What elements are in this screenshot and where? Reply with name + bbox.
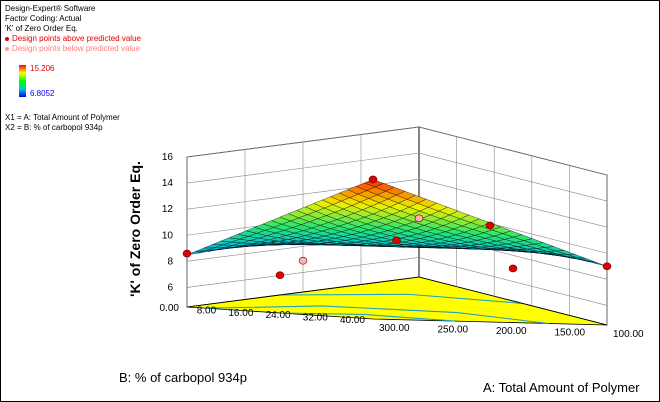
z-gridline: [186, 257, 608, 306]
z-tick-label: 8: [167, 256, 173, 267]
floor-contour-2: [279, 312, 455, 322]
legend-below: Design points below predicted value: [5, 44, 175, 54]
x-tick-label: 100.00: [613, 329, 644, 340]
floor-contour-3: [279, 293, 523, 304]
dot-icon: [5, 37, 9, 41]
z-gridline: [186, 178, 608, 228]
y-tick-label: 32.00: [303, 313, 328, 324]
legend-above: Design points above predicted value: [5, 34, 175, 44]
color-scale-bar: [19, 65, 26, 97]
y-tick-label: 16.00: [228, 308, 253, 319]
z-gridline: [186, 152, 608, 202]
factor-coding: Factor Coding: Actual: [5, 14, 82, 23]
z-axis-title: 'K' of Zero Order Eq.: [127, 161, 143, 297]
design-point: [368, 175, 378, 184]
design-point: [275, 271, 285, 279]
y-axis-title: B: % of carbopol 934p: [119, 370, 247, 385]
x-tick-label: 300.00: [379, 323, 410, 334]
z-gridline: [186, 126, 608, 176]
y-tick-label: 40.00: [340, 315, 365, 326]
z-tick-label: 16: [162, 152, 174, 163]
y-tick-label: 24.00: [266, 310, 291, 321]
legend-block: Design-Expert® Software Factor Coding: A…: [5, 4, 175, 54]
design-point: [182, 249, 192, 258]
design-point: [485, 221, 495, 230]
legend-below-label: Design points below predicted value: [12, 44, 141, 53]
color-scale-max: 15.206: [30, 64, 55, 73]
factor-x1-label: X1 = A: Total Amount of Polymer: [5, 113, 120, 122]
floor-contour-1: [205, 305, 549, 325]
x-axis-title: A: Total Amount of Polymer: [483, 380, 640, 395]
z-tick-label: 14: [162, 178, 174, 189]
y-tick-label: 8.00: [197, 305, 217, 316]
z-tick-label: 6: [167, 282, 173, 293]
factor-x2-label: X2 = B: % of carbopol 934p: [5, 123, 103, 132]
dot-icon: [5, 47, 9, 51]
response-name: 'K' of Zero Order Eq.: [5, 24, 78, 33]
x-tick-label: 150.00: [555, 328, 586, 339]
design-point: [414, 214, 424, 223]
color-scale-min: 6.8052: [30, 89, 55, 98]
x-tick-label: 250.00: [438, 325, 469, 336]
surface-cell: [577, 257, 597, 263]
legend-above-label: Design points above predicted value: [12, 34, 141, 43]
design-point: [508, 264, 518, 273]
design-point: [392, 236, 401, 245]
y-tick-label: 0.00: [160, 303, 180, 314]
design-point: [602, 262, 612, 271]
software-name: Design-Expert® Software: [5, 4, 96, 13]
z-tick-label: 12: [162, 204, 174, 215]
x-tick-label: 200.00: [496, 326, 527, 337]
z-tick-label: 10: [162, 230, 174, 241]
design-point: [298, 256, 308, 265]
